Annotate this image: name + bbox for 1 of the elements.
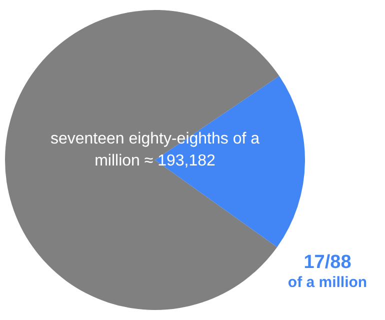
slice-label: 17/88 of a million	[286, 252, 368, 292]
